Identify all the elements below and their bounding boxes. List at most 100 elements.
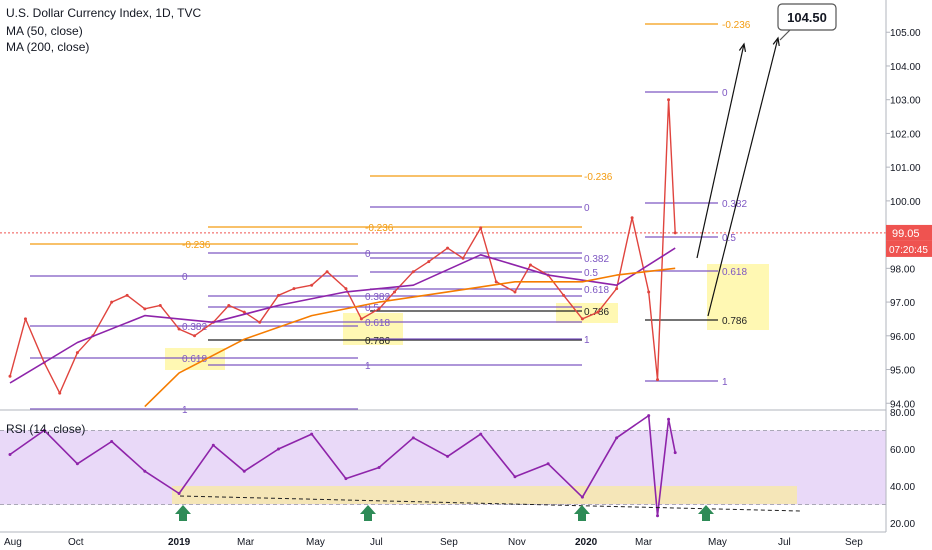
- rsi-point: [143, 469, 147, 473]
- price-point: [630, 216, 634, 220]
- time-tick-label: Jul: [370, 537, 383, 548]
- fib-level-label: 0.382: [182, 322, 207, 333]
- up-arrow-icon: [360, 505, 376, 521]
- fib-level-label: 0.5: [365, 303, 379, 314]
- price-point: [143, 307, 147, 311]
- fib-highlight-zone-4: [707, 264, 769, 330]
- rsi-trendline: [179, 495, 801, 512]
- fib-level-label: 1: [722, 377, 728, 388]
- rsi-point: [211, 443, 215, 447]
- fib-level-label: -0.236: [722, 20, 751, 31]
- rsi-point: [673, 451, 677, 455]
- fibonacci-layer: -0.23600.3820.6181-0.23600.3820.50.6180.…: [30, 20, 751, 416]
- price-point: [23, 317, 27, 321]
- rsi-point: [546, 462, 550, 466]
- rsi-tick-label: 20.00: [890, 519, 915, 530]
- time-tick-label: Mar: [237, 537, 255, 548]
- price-tick-label: 102.00: [890, 129, 921, 140]
- rsi-point: [8, 453, 12, 457]
- series-line-0: [9, 98, 676, 394]
- rsi-point: [177, 491, 181, 495]
- fib-level-label: -0.236: [365, 223, 394, 234]
- fib-level-label: 0.5: [584, 268, 598, 279]
- rsi-point: [479, 432, 483, 436]
- price-point: [427, 260, 431, 264]
- price-tick-label: 94.00: [890, 399, 915, 410]
- time-tick-label: Nov: [508, 537, 526, 548]
- price-point: [258, 320, 262, 324]
- price-tick-label: 96.00: [890, 332, 915, 343]
- up-arrow-icon: [574, 505, 590, 521]
- fib-level-label: 0.618: [722, 267, 747, 278]
- highlight-layer: [0, 264, 886, 505]
- ma50-legend: MA (50, close): [6, 24, 83, 38]
- chart-title: U.S. Dollar Currency Index, 1D, TVC: [6, 6, 202, 20]
- time-tick-label: May: [306, 537, 325, 548]
- time-tick-label: Jul: [778, 537, 791, 548]
- rsi-tick-label: 80.00: [890, 408, 915, 419]
- up-arrow-icon: [698, 505, 714, 521]
- series-layer: [8, 98, 677, 518]
- time-tick-label: Sep: [845, 537, 863, 548]
- price-point: [110, 300, 114, 304]
- price-point: [562, 293, 566, 297]
- rsi-point: [656, 514, 660, 518]
- fib-level-label: 0: [365, 249, 371, 260]
- target-callout-label: 104.50: [787, 10, 827, 25]
- rsi-point: [344, 477, 348, 481]
- price-point: [494, 280, 498, 284]
- rsi-legend: RSI (14, close): [6, 422, 86, 436]
- time-tick-label: Sep: [440, 537, 458, 548]
- price-tick-label: 98.00: [890, 264, 915, 275]
- target-callout-box: [777, 3, 837, 31]
- price-tick-label: 105.00: [890, 28, 921, 39]
- price-point: [58, 391, 62, 395]
- rsi-point: [446, 454, 450, 458]
- price-point: [277, 293, 281, 297]
- fib-level-label: 0.5: [722, 233, 736, 244]
- price-point: [647, 290, 651, 294]
- price-point: [177, 327, 181, 331]
- countdown-label: 07:20:45: [889, 245, 928, 256]
- price-tick-label: 97.00: [890, 298, 915, 309]
- fib-level-label: 0.618: [365, 318, 390, 329]
- price-point: [411, 270, 415, 274]
- countdown-box: [886, 240, 932, 257]
- time-tick-label: 2020: [575, 537, 598, 548]
- price-point: [667, 98, 671, 102]
- rsi-point: [667, 417, 671, 421]
- target-callout-pointer: [779, 29, 791, 41]
- annotation-layer: 104.50: [175, 3, 837, 521]
- rsi-tick-label: 60.00: [890, 445, 915, 456]
- rsi-point: [242, 469, 246, 473]
- price-point: [615, 287, 619, 291]
- fib-level-label: 1: [365, 361, 371, 372]
- rsi-support-zone: [172, 486, 797, 504]
- price-tick-label: 104.00: [890, 62, 921, 73]
- fib-level-label: -0.236: [584, 172, 613, 183]
- price-point: [310, 283, 314, 287]
- time-tick-label: May: [708, 537, 727, 548]
- series-line-1: [9, 247, 676, 384]
- price-point: [393, 290, 397, 294]
- price-point: [528, 263, 532, 267]
- price-point: [656, 378, 660, 382]
- fib-level-label: -0.236: [182, 240, 211, 251]
- price-point: [446, 246, 450, 250]
- rsi-point: [42, 428, 46, 432]
- price-tick-label: 95.00: [890, 366, 915, 377]
- price-point: [193, 334, 197, 338]
- rsi-point: [75, 462, 79, 466]
- price-point: [242, 310, 246, 314]
- rsi-point: [580, 495, 584, 499]
- price-point: [580, 317, 584, 321]
- rsi-tick-label: 40.00: [890, 482, 915, 493]
- price-point: [75, 351, 79, 355]
- up-arrow-icon: [175, 505, 191, 521]
- series-line-2: [144, 267, 676, 408]
- current-price-label: 99.05: [892, 228, 920, 240]
- fib-level-label: 0.382: [584, 254, 609, 265]
- projection-arrow-1: [696, 43, 745, 259]
- projection-arrow-2: [707, 37, 779, 317]
